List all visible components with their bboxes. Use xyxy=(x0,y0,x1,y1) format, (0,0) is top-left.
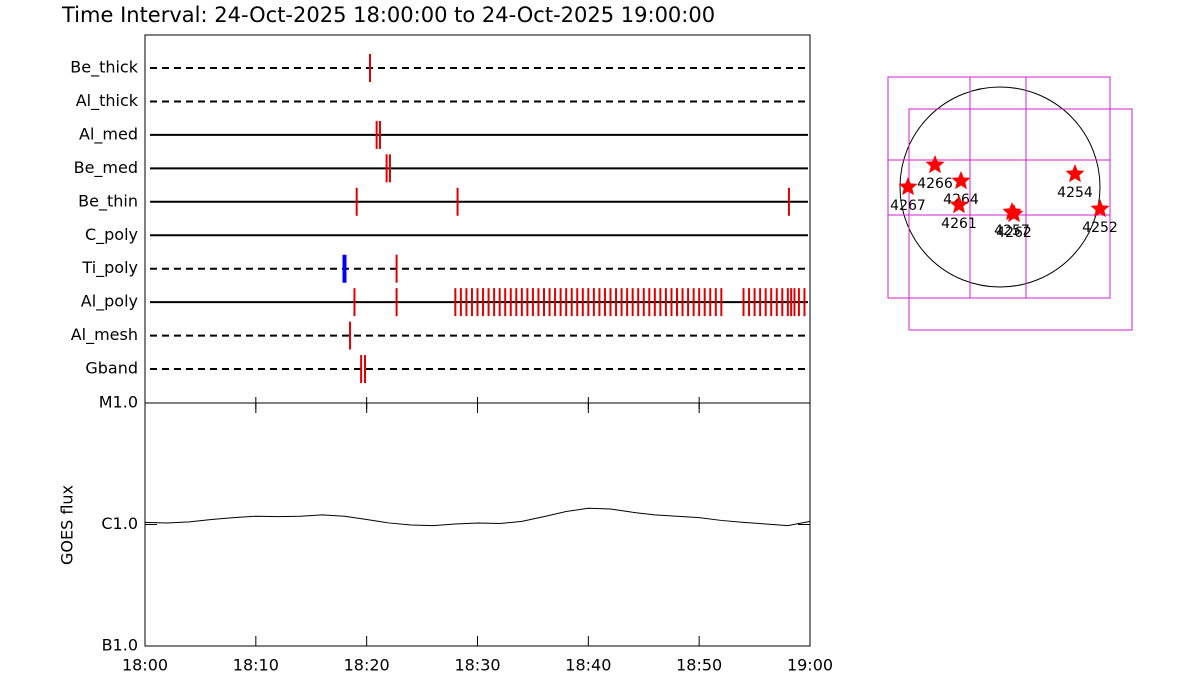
goes-frame xyxy=(144,402,811,647)
filter-label: Al_poly xyxy=(81,292,138,312)
active-region xyxy=(1004,204,1024,223)
region-label: 4267 xyxy=(890,198,926,214)
active-region xyxy=(925,155,945,174)
filter-label: Ti_poly xyxy=(81,258,138,278)
filter-label: Al_thick xyxy=(76,91,139,111)
active-region xyxy=(951,171,971,190)
filter-label: C_poly xyxy=(85,225,138,245)
region-label: 4257 xyxy=(994,223,1030,239)
y-tick-label: B1.0 xyxy=(102,636,138,655)
filter-label: Al_med xyxy=(79,124,138,144)
region-label: 4262 xyxy=(996,225,1032,241)
active-region xyxy=(898,177,918,196)
y-axis-label: GOES flux xyxy=(58,485,77,565)
active-region xyxy=(1090,199,1110,218)
active-region xyxy=(1065,164,1085,183)
goes-curve xyxy=(144,507,811,527)
filter-label: Be_thick xyxy=(70,58,138,78)
filter-label: Gband xyxy=(85,359,138,378)
solar-disk xyxy=(899,86,1101,288)
fov-boxes xyxy=(887,76,1133,331)
filter-label: Be_med xyxy=(74,158,138,178)
region-label: 4261 xyxy=(941,216,977,232)
x-tick-label: 18:50 xyxy=(676,656,722,675)
active-region xyxy=(949,195,969,214)
region-label: 4254 xyxy=(1057,185,1093,201)
y-tick-label: C1.0 xyxy=(101,514,138,533)
region-label: 4266 xyxy=(917,176,953,192)
x-tick-label: 18:20 xyxy=(344,656,390,675)
y-tick-label: M1.0 xyxy=(99,393,138,412)
region-label: 4252 xyxy=(1082,220,1118,236)
title: Time Interval: 24-Oct-2025 18:00:00 to 2… xyxy=(61,3,715,27)
filter-label: Al_mesh xyxy=(71,325,138,345)
x-tick-label: 18:00 xyxy=(122,656,168,675)
x-tick-label: 18:40 xyxy=(565,656,611,675)
x-tick-label: 18:30 xyxy=(454,656,500,675)
x-tick-label: 19:00 xyxy=(787,656,833,675)
filter-label: Be_thin xyxy=(78,191,138,211)
x-tick-label: 18:10 xyxy=(233,656,279,675)
timeline-frame xyxy=(144,34,811,404)
